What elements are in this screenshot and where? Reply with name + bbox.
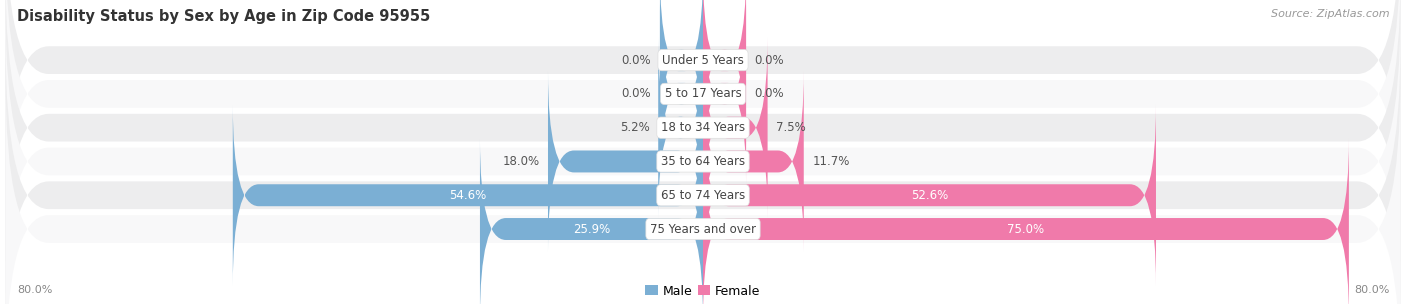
FancyBboxPatch shape [6,74,1400,304]
Text: 54.6%: 54.6% [450,189,486,202]
Legend: Male, Female: Male, Female [641,280,765,302]
FancyBboxPatch shape [659,4,703,184]
Text: 52.6%: 52.6% [911,189,948,202]
Text: 75 Years and over: 75 Years and over [650,223,756,236]
FancyBboxPatch shape [703,0,747,150]
Text: 18 to 34 Years: 18 to 34 Years [661,121,745,134]
Text: 0.0%: 0.0% [621,54,651,67]
FancyBboxPatch shape [548,71,703,252]
Text: 80.0%: 80.0% [17,285,52,295]
Text: Source: ZipAtlas.com: Source: ZipAtlas.com [1271,9,1389,19]
FancyBboxPatch shape [6,0,1400,249]
FancyBboxPatch shape [479,139,703,304]
FancyBboxPatch shape [233,105,703,285]
Text: 25.9%: 25.9% [572,223,610,236]
FancyBboxPatch shape [6,40,1400,304]
Text: 7.5%: 7.5% [776,121,806,134]
Text: 18.0%: 18.0% [502,155,540,168]
Text: 0.0%: 0.0% [755,54,785,67]
FancyBboxPatch shape [703,139,1348,304]
FancyBboxPatch shape [659,0,703,150]
Text: 11.7%: 11.7% [813,155,849,168]
Text: 75.0%: 75.0% [1007,223,1045,236]
Text: 65 to 74 Years: 65 to 74 Years [661,189,745,202]
FancyBboxPatch shape [6,0,1400,283]
FancyBboxPatch shape [6,0,1400,215]
FancyBboxPatch shape [703,4,747,184]
Text: 5.2%: 5.2% [620,121,650,134]
Text: 0.0%: 0.0% [621,88,651,100]
Text: Disability Status by Sex by Age in Zip Code 95955: Disability Status by Sex by Age in Zip C… [17,9,430,24]
FancyBboxPatch shape [658,37,703,218]
Text: 35 to 64 Years: 35 to 64 Years [661,155,745,168]
FancyBboxPatch shape [6,6,1400,304]
FancyBboxPatch shape [703,105,1156,285]
Text: 0.0%: 0.0% [755,88,785,100]
Text: 80.0%: 80.0% [1354,285,1389,295]
FancyBboxPatch shape [703,37,768,218]
Text: Under 5 Years: Under 5 Years [662,54,744,67]
FancyBboxPatch shape [703,71,804,252]
Text: 5 to 17 Years: 5 to 17 Years [665,88,741,100]
